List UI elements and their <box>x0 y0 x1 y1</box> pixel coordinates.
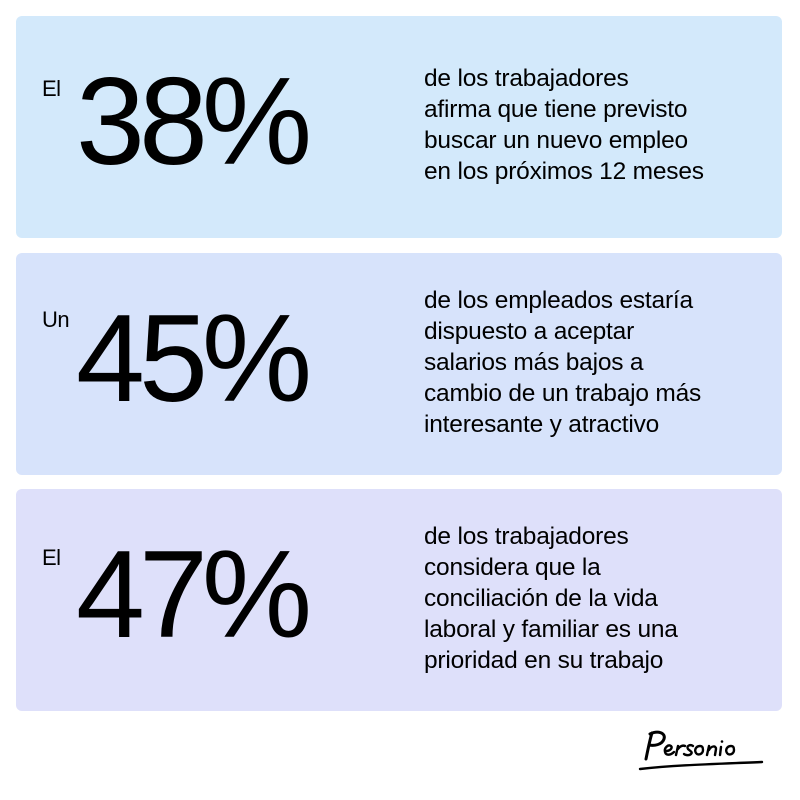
personio-logo-icon <box>638 730 764 771</box>
stat-prefix: El <box>42 545 61 570</box>
stat-description-line: considera que la <box>424 554 601 581</box>
stat-description-line: de los trabajadores <box>424 523 629 550</box>
stat-card-2: Un 45% de los empleados estaría dispuest… <box>16 253 782 475</box>
stat-description-line: cambio de un trabajo más <box>424 380 702 407</box>
stat-percent: 45% <box>76 290 312 428</box>
stat-description-line: de los trabajadores <box>424 65 629 92</box>
stat-description: de los empleados estaría dispuesto a ace… <box>424 285 774 440</box>
stat-card-1: El 38% de los trabajadores afirma que ti… <box>16 16 782 238</box>
stat-card-3: El 47% de los trabajadores considera que… <box>16 489 782 711</box>
stat-description: de los trabajadores afirma que tiene pre… <box>424 63 774 187</box>
stat-description-line: afirma que tiene previsto <box>424 96 688 123</box>
stat-description-line: de los empleados estaría <box>424 287 693 314</box>
stat-description-line: interesante y atractivo <box>424 411 660 438</box>
stat-description-line: laboral y familiar es una <box>424 616 678 643</box>
stat-description-line: prioridad en su trabajo <box>424 647 664 674</box>
stat-percent: 47% <box>76 526 312 664</box>
stat-description-line: salarios más bajos a <box>424 349 644 376</box>
stat-description: de los trabajadores considera que la con… <box>424 521 774 676</box>
stat-description-line: buscar un nuevo empleo <box>424 127 688 154</box>
stat-prefix: El <box>42 76 61 101</box>
stat-description-line: dispuesto a aceptar <box>424 318 635 345</box>
stat-description-line: en los próximos 12 meses <box>424 158 704 185</box>
stat-prefix: Un <box>42 307 70 332</box>
stat-description-line: conciliación de la vida <box>424 585 658 612</box>
stat-percent: 38% <box>76 53 312 191</box>
